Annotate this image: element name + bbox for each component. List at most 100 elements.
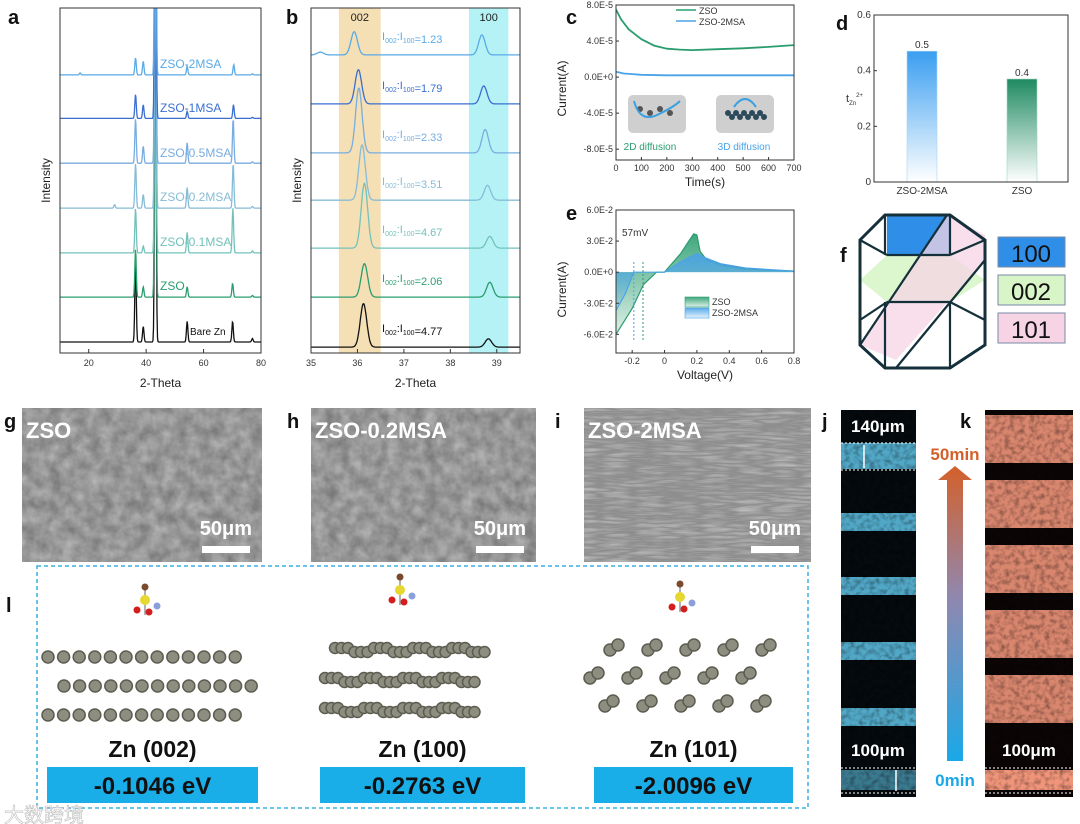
facet-label: Zn (100) <box>378 736 466 762</box>
thickness-label: 100μm <box>851 741 905 760</box>
data-label: 0.5 <box>915 40 929 51</box>
atom-icon <box>729 114 735 120</box>
zn-atom <box>705 666 719 680</box>
zn-atom <box>468 675 481 689</box>
facet-label: Zn (002) <box>108 736 196 762</box>
ratio-part: I <box>382 129 385 141</box>
annotation-3d: 3D diffusion <box>718 142 771 153</box>
band-002 <box>338 8 381 353</box>
carbon-atom <box>676 580 684 588</box>
facet-legend-label: 101 <box>1011 317 1051 344</box>
legend-label: ZSO-2MSA <box>712 308 758 318</box>
series-line-zso-2msa <box>60 8 261 76</box>
ratio-part: :I <box>397 273 403 285</box>
atom-icon <box>753 114 759 120</box>
scale-bar-label: 50μm <box>200 518 252 540</box>
msa-molecule-icon <box>133 583 161 616</box>
ratio-label: I002:I100=1.79 <box>382 80 442 95</box>
panel-label-c: c <box>566 7 577 29</box>
prism-edge <box>949 238 986 257</box>
zn-atom <box>166 650 180 664</box>
prism-outline <box>858 213 987 370</box>
series-line-zso-2msa <box>311 31 520 56</box>
x-axis-label: Voltage(V) <box>677 368 733 382</box>
carbon-atom <box>141 583 149 591</box>
zn-atom <box>104 679 118 693</box>
ratio-label: I002:I100=4.67 <box>382 224 442 239</box>
legend-label: ZSO <box>699 6 718 16</box>
x-tick-label: 0.6 <box>755 356 768 366</box>
panel-label-h: h <box>287 411 299 433</box>
time-label-top: 50min <box>930 445 979 464</box>
dft-box <box>36 565 809 809</box>
atom-icon <box>757 110 763 116</box>
y-tick-label: 0.6 <box>857 10 871 21</box>
series-label: ZSO-1MSA <box>160 101 221 115</box>
zn-atom <box>644 694 658 708</box>
prism-edge <box>859 239 888 256</box>
y-tick-label: -3.0E-2 <box>583 298 613 308</box>
sem-texture <box>311 408 536 562</box>
panel-label-a: a <box>8 7 20 29</box>
ratio-part: :I <box>397 323 403 335</box>
ratio-value: =1.23 <box>415 34 443 46</box>
legend-swatch <box>684 296 710 308</box>
y-tick-label: 0.2 <box>857 121 871 132</box>
zn-atom <box>682 694 696 708</box>
facet-legend-box-002 <box>997 274 1066 306</box>
ratio-part: 002 <box>385 38 397 45</box>
y-tick-label: 8.0E-5 <box>586 0 613 10</box>
zn-atom <box>88 708 102 722</box>
panel-label-f: f <box>840 245 847 267</box>
zn-atom <box>134 708 149 722</box>
zn-atom <box>244 679 258 693</box>
x-tick-label: 300 <box>685 163 700 173</box>
watermark: 大数跨境 <box>4 804 84 824</box>
zn-atom <box>103 650 118 664</box>
ratio-label: I002:I100=3.51 <box>382 176 442 191</box>
band-label: 100 <box>479 12 497 24</box>
zn-atom <box>197 679 212 693</box>
sem-texture <box>22 408 262 562</box>
x-tick-label: 0.2 <box>691 356 704 366</box>
zn-atom <box>667 666 681 680</box>
sem-texture <box>584 408 811 562</box>
zn-atom <box>56 650 71 664</box>
ratio-value: =3.51 <box>415 179 443 191</box>
scale-bar <box>202 546 250 553</box>
sem-label: ZSO-0.2MSA <box>315 418 447 443</box>
sulfur-atom <box>140 595 150 605</box>
ratio-label: I002:I100=4.77 <box>382 323 442 338</box>
sulfur-atom <box>675 592 685 602</box>
zn-atom <box>468 705 481 719</box>
y-tick-label: 4.0E-5 <box>586 36 613 46</box>
time-arrow-icon <box>938 466 972 761</box>
series-line-zso-1msa <box>60 8 261 120</box>
series-line-zso-0.1msa <box>311 182 520 249</box>
zn-atom <box>134 650 149 664</box>
prism-edge <box>859 214 948 346</box>
y-tick-label: 0 <box>865 177 871 188</box>
zn-atom <box>720 694 734 708</box>
prism-edge <box>859 301 888 321</box>
scale-bar <box>476 546 524 553</box>
adsorption-energy: -0.2763 eV <box>364 773 481 800</box>
zn-atom <box>629 666 643 680</box>
x-tick-label: 500 <box>736 163 751 173</box>
band-label: 002 <box>351 12 369 24</box>
nitrogen-atom <box>688 599 696 607</box>
overpotential-annotation: 57mV <box>622 228 648 239</box>
atom-icon <box>725 110 731 116</box>
series-line-zso-0.2msa <box>311 143 520 201</box>
series-area-zso-2msa <box>616 253 794 311</box>
facet-101 <box>860 215 985 360</box>
series-label: ZSO-2MSA <box>160 57 221 71</box>
y-tick-label: 0.0E+0 <box>584 267 613 277</box>
series-label: ZSO-0.1MSA <box>160 235 231 249</box>
scale-bar <box>751 546 799 553</box>
y-tick-label: -6.0E-2 <box>583 329 613 339</box>
x-tick-label: 0.8 <box>788 356 801 366</box>
x-tick-label: 0 <box>613 163 618 173</box>
ratio-part: 100 <box>403 330 415 337</box>
